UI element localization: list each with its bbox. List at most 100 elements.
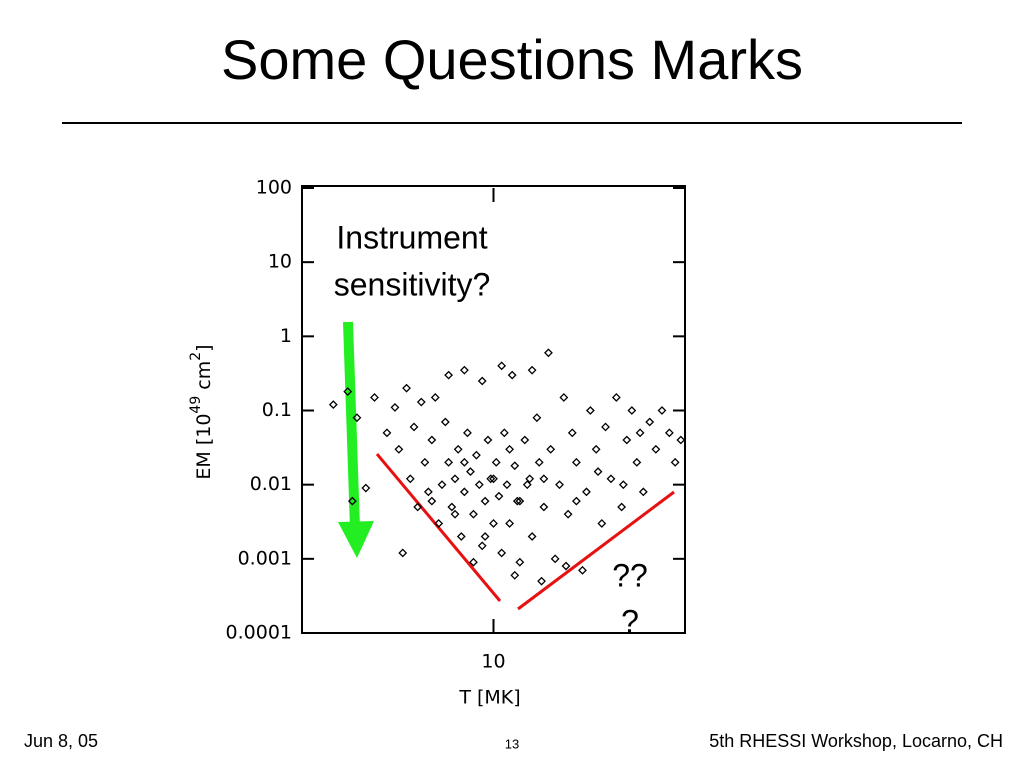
data-point [444,370,454,380]
annotation: sensitivity? [334,266,491,302]
data-point [459,487,469,497]
data-point [571,496,581,506]
data-point [664,428,674,438]
data-point [486,474,496,484]
data-point [638,487,648,497]
data-point [582,487,591,497]
data-point [343,387,353,396]
data-point [491,457,501,467]
data-point [606,474,616,484]
data-point [512,496,522,506]
data-point [571,457,581,467]
data-point [469,557,478,567]
data-point [499,428,509,438]
data-point [440,417,450,427]
data-point [651,444,661,454]
data-point [423,487,433,497]
data-point [544,348,553,358]
y-label-sup: 2 [188,352,204,361]
data-point [477,541,487,551]
y-label-part: EM [10 [193,414,215,480]
data-point [593,467,603,477]
footer-date: Jun 8, 05 [24,731,98,751]
data-point [563,509,573,519]
data-point [601,422,610,432]
data-point [532,413,542,423]
data-point [474,480,484,490]
data-point [635,428,645,438]
data-point [515,496,525,506]
annotation: ? [621,603,639,639]
y-tick-label: 0.001 [238,547,292,569]
data-point [539,502,549,512]
data-point [510,570,520,580]
data-point [670,457,680,467]
x-axis-label: T [MK] [458,687,520,709]
y-tick-label: 0.0001 [226,622,292,644]
y-tick-label: 0.1 [262,399,292,421]
data-point [497,548,507,558]
data-point [515,557,525,567]
data-point [622,435,632,445]
data-point [627,406,637,415]
data-point [527,532,537,541]
data-point [483,435,493,445]
data-point [550,554,560,564]
data-point [578,565,587,575]
data-point [434,519,444,528]
data-point [469,509,478,519]
data-point [471,450,481,460]
data-point [459,365,469,375]
data-point [402,383,411,393]
data-point [361,483,371,493]
data-point [525,474,535,484]
data-point [480,532,490,541]
data-point [409,422,419,432]
data-point [352,413,362,423]
y-label-part: cm [193,361,215,396]
data-point [477,376,487,386]
arrow-shaft [343,321,360,529]
data-point [450,509,460,519]
data-point [645,417,655,427]
y-axis-label: EM [1049 cm2] [188,344,215,479]
data-point [657,406,667,415]
data-point [546,444,556,454]
footer-page: 13 [505,736,519,751]
data-point [539,474,549,484]
y-label-sup: 49 [188,396,204,414]
data-point [537,576,546,586]
red-line [517,490,675,611]
data-point [618,480,628,490]
data-point [466,467,475,477]
data-point [502,480,512,490]
data-point [447,502,457,512]
y-tick-label: 10 [268,251,292,273]
data-point [405,474,415,484]
data-point [559,393,569,402]
data-point [480,496,490,506]
data-point [382,428,392,438]
y-tick-label: 0.01 [250,473,292,495]
data-point [632,457,642,467]
data-point [328,400,338,410]
data-point [676,435,686,445]
data-point [416,397,426,407]
annotation: Instrument [336,219,487,255]
data-point [437,480,447,490]
data-point [420,457,430,467]
slide-title: Some Questions Marks [221,28,803,91]
data-point [453,444,463,454]
data-point [505,444,515,454]
data-point [527,365,537,375]
x-tick-label: 10 [481,651,505,673]
data-point [444,457,454,467]
data-point [489,474,498,484]
data-point [585,406,595,415]
data-point [427,435,437,445]
data-point [611,393,621,402]
data-point [347,496,357,506]
data-point [617,502,627,512]
data-point [522,480,532,490]
